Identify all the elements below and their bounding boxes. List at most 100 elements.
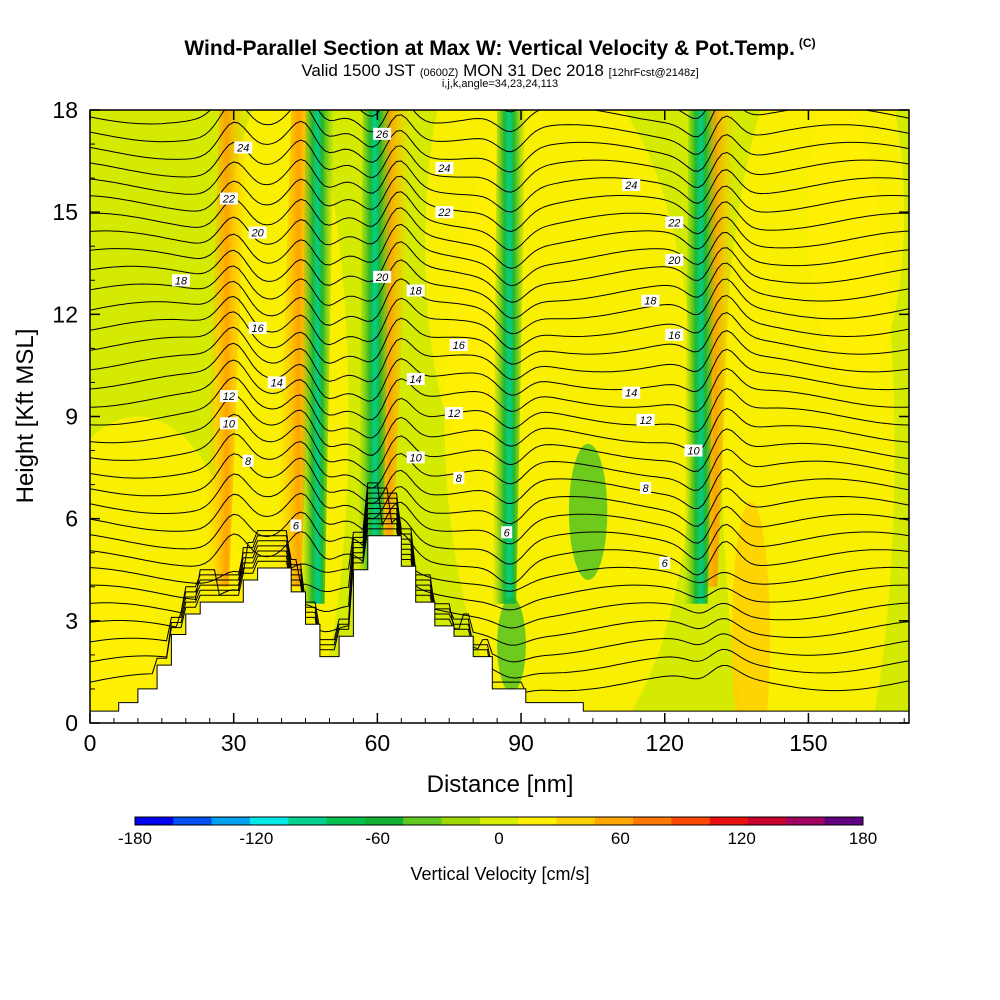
chart-title: Wind-Parallel Section at Max W: Vertical… <box>184 36 816 60</box>
contour-label: 6 <box>293 520 300 532</box>
y-tick-label: 12 <box>52 301 78 327</box>
field-region <box>90 569 162 723</box>
potential-temperature-contours <box>90 110 909 693</box>
y-tick-label: 0 <box>65 710 78 736</box>
isentrope-line <box>90 376 909 439</box>
colorbar-swatch <box>633 817 672 825</box>
contour-label-box <box>449 338 468 351</box>
colorbar-swatch <box>211 817 251 825</box>
isentrope-line <box>90 487 909 565</box>
isentrope-line <box>90 473 909 527</box>
contour-label: 14 <box>271 377 283 389</box>
colorbar-swatch <box>786 817 826 825</box>
downdraft-band <box>300 110 335 604</box>
colorbar-tick-label: 120 <box>727 829 755 848</box>
colorbar-tick-label: -120 <box>239 829 273 848</box>
y-tick-label: 18 <box>52 97 78 123</box>
y-tick-label: 3 <box>65 608 78 634</box>
contour-label: 20 <box>667 255 681 267</box>
colorbar-tick-label: 60 <box>611 829 630 848</box>
contour-label-box <box>373 270 392 283</box>
contour-label-box <box>248 321 267 334</box>
colorbar-swatch <box>518 817 557 825</box>
colorbar-swatch <box>556 817 596 825</box>
isentrope-line <box>90 528 909 693</box>
isentrope-line <box>90 278 909 335</box>
contour-label: 18 <box>410 285 423 297</box>
axes: 0 30 60 90 120 150 0 3 6 9 12 15 18 <box>52 97 909 756</box>
contour-label-box <box>684 444 703 457</box>
contour-label: 24 <box>624 180 637 192</box>
colorbar-swatch <box>364 817 404 825</box>
colorbar-tick-label: -60 <box>365 829 390 848</box>
isentrope-line <box>90 326 909 383</box>
isentrope-line <box>90 513 909 646</box>
y-tick-label: 9 <box>65 404 78 430</box>
isentrope-line <box>90 175 909 233</box>
contour-label: 8 <box>245 456 252 468</box>
contour-label: 20 <box>251 228 265 240</box>
isentrope-line <box>90 482 909 545</box>
downdraft-cell <box>497 596 526 693</box>
updraft-band <box>204 110 249 587</box>
isentrope-line <box>90 502 909 611</box>
isentrope-line <box>90 433 909 491</box>
isentrope-line <box>90 259 909 319</box>
contour-label: 24 <box>236 142 249 154</box>
x-tick-label: 120 <box>646 730 684 756</box>
field-region <box>731 501 771 723</box>
contour-label: 12 <box>223 391 235 403</box>
colorbar-frame <box>134 816 864 826</box>
contour-label-box <box>172 274 190 287</box>
isentrope-line <box>90 120 909 173</box>
x-tick-label: 150 <box>789 730 827 756</box>
x-tick-label: 0 <box>84 730 97 756</box>
contour-label-box <box>234 141 253 154</box>
contour-label-box <box>373 127 392 140</box>
isentrope-line <box>90 497 909 592</box>
copyright-mark: (C) <box>798 36 816 50</box>
contour-label-box <box>435 206 454 219</box>
x-tick-label: 30 <box>221 730 247 756</box>
contour-label: 6 <box>662 558 669 570</box>
isentrope-line <box>90 359 909 421</box>
colorbar-swatch <box>748 817 787 825</box>
colorbar-swatch <box>135 817 174 825</box>
y-axis-label: Height [Kft MSL] <box>12 329 39 504</box>
colorbar-swatch <box>709 817 749 825</box>
colorbar-swatch <box>288 817 328 825</box>
colorbar-swatch <box>479 817 519 825</box>
colorbar-label: Vertical Velocity [cm/s] <box>410 864 589 884</box>
isentrope-line <box>90 158 909 213</box>
y-tick-label: 15 <box>52 199 78 225</box>
isentrope-line <box>90 207 909 269</box>
chart-subtitle: Valid 1500 JST (0600Z) MON 31 Dec 2018 [… <box>301 61 699 80</box>
isentrope-line <box>90 311 909 365</box>
colorbar-swatch <box>173 817 213 825</box>
contour-label-box <box>641 294 660 307</box>
colorbar-swatch <box>249 817 289 825</box>
colorbar-swatch <box>441 817 481 825</box>
contour-label: 16 <box>453 340 466 352</box>
contour-label-box <box>248 226 267 239</box>
contour-label: 12 <box>639 415 651 427</box>
contour-label-box <box>219 417 238 430</box>
contour-label-box <box>665 253 684 266</box>
colorbar-swatch <box>326 817 366 825</box>
isentrope-line <box>90 110 909 155</box>
terrain-profile <box>89 535 910 724</box>
contour-label: 8 <box>456 473 463 485</box>
contour-label: 22 <box>437 207 450 219</box>
contour-label-box <box>242 454 254 467</box>
colorbar-swatch <box>403 817 443 825</box>
contour-label-box <box>622 386 641 399</box>
isentrope-line <box>90 523 909 679</box>
downdraft-cell <box>568 443 608 580</box>
contour-label: 6 <box>504 527 511 539</box>
contour-label: 14 <box>410 374 422 386</box>
isentrope-line <box>90 518 909 663</box>
contour-label: 14 <box>625 388 637 400</box>
downdraft-band <box>358 110 392 604</box>
colorbar-tick-label: -180 <box>118 829 152 848</box>
isentrope-line <box>90 294 909 350</box>
